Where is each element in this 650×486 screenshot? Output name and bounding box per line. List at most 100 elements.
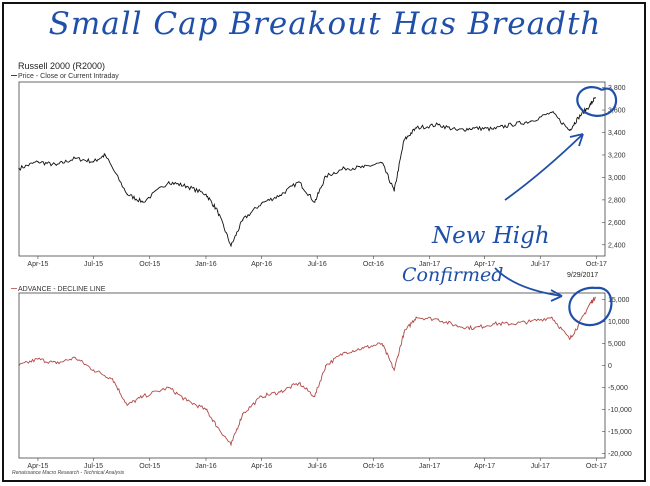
- y-tick-label: -15,000: [608, 429, 632, 436]
- data-point: [205, 193, 207, 195]
- data-point: [473, 127, 475, 129]
- data-point: [205, 409, 207, 411]
- series-line: [18, 97, 596, 248]
- data-point: [55, 362, 57, 364]
- x-tick-label: Jul-15: [84, 261, 103, 268]
- y-tick-label: 0: [608, 363, 612, 370]
- data-point: [186, 400, 188, 402]
- data-point: [569, 129, 571, 131]
- x-tick-label: Oct-15: [139, 463, 160, 470]
- data-point: [217, 210, 219, 212]
- x-tick-label: Apr-15: [27, 463, 48, 470]
- data-point: [261, 202, 263, 204]
- x-tick-label: Apr-15: [27, 261, 48, 268]
- data-point: [363, 347, 365, 349]
- data-point: [551, 111, 553, 113]
- x-tick-label: Oct-17: [586, 261, 607, 268]
- y-tick-label: 3,000: [608, 175, 626, 182]
- data-point: [415, 316, 417, 318]
- x-tick-label: Jul-17: [531, 463, 550, 470]
- bottom-chart-title: ADVANCE - DECLINE LINE: [18, 286, 106, 293]
- y-tick-label: 3,800: [608, 85, 626, 92]
- x-tick-label: Jan-17: [419, 463, 441, 470]
- data-point: [344, 167, 346, 169]
- y-tick-label: -5,000: [608, 385, 628, 392]
- data-point: [492, 128, 494, 130]
- data-point: [415, 127, 417, 129]
- x-tick-label: Jan-16: [195, 463, 217, 470]
- data-point: [510, 124, 513, 126]
- data-point: [344, 351, 346, 353]
- top-high-circle: [576, 86, 618, 117]
- plot-border: [18, 81, 606, 257]
- data-point: [126, 193, 128, 195]
- y-tick-label: 15,000: [608, 297, 630, 304]
- data-point: [594, 296, 596, 298]
- data-point: [314, 395, 316, 397]
- data-point: [325, 365, 327, 367]
- data-point: [437, 318, 439, 320]
- x-tick-label: Oct-15: [139, 261, 160, 268]
- data-point: [242, 219, 244, 221]
- data-point: [168, 387, 170, 389]
- data-point: [529, 321, 532, 323]
- data-point: [18, 365, 20, 367]
- y-tick-label: 5,000: [608, 341, 626, 348]
- source-footnote: Renaissance Macro Research - Technical A…: [12, 470, 125, 476]
- x-tick-label: Apr-16: [251, 261, 272, 268]
- data-point: [381, 162, 383, 164]
- data-point: [230, 444, 232, 446]
- data-point: [111, 378, 114, 380]
- data-point: [126, 404, 128, 406]
- x-tick-label: Apr-17: [474, 463, 495, 470]
- data-point: [437, 124, 439, 126]
- data-point: [381, 343, 383, 345]
- data-point: [589, 303, 591, 305]
- data-point: [456, 129, 458, 131]
- plot-border: [18, 292, 606, 459]
- series-line: [18, 297, 596, 447]
- data-point: [55, 164, 57, 166]
- y-tick-label: 10,000: [608, 319, 630, 326]
- data-point: [473, 327, 475, 329]
- x-tick-label: Jan-16: [195, 261, 217, 268]
- x-tick-label: Apr-17: [474, 261, 495, 268]
- data-point: [393, 190, 395, 192]
- x-tick-label: Oct-17: [586, 463, 607, 470]
- top-chart-title: Russell 2000 (R2000): [18, 61, 106, 71]
- data-point: [325, 175, 327, 177]
- data-point: [393, 369, 395, 371]
- data-point: [217, 426, 219, 428]
- data-point: [230, 245, 232, 247]
- date-label: 9/29/2017: [567, 272, 599, 279]
- y-tick-label: 2,400: [608, 242, 626, 249]
- data-point: [18, 167, 20, 169]
- x-tick-label: Oct-16: [363, 261, 384, 268]
- y-tick-label: -20,000: [608, 451, 632, 458]
- y-tick-label: -10,000: [608, 407, 632, 414]
- data-point: [104, 154, 106, 156]
- data-point: [314, 201, 316, 203]
- new-high-annotation: New High: [432, 223, 550, 249]
- data-point: [261, 395, 263, 397]
- x-tick-label: Jul-15: [84, 463, 103, 470]
- data-point: [492, 323, 494, 325]
- bottom-panel: -20,000 -15,000 -10,000 -5,000 0 5,000 10,000 1…: [11, 288, 632, 470]
- data-point: [74, 157, 76, 159]
- data-point: [551, 316, 553, 318]
- top-panel: 2,400 2,600 2,800 3,000 3,200 3,400 3,600 3,800…: [11, 75, 626, 268]
- x-tick-label: Jul-16: [308, 261, 327, 268]
- y-tick-label: 2,800: [608, 197, 626, 204]
- y-tick-label: 2,600: [608, 220, 626, 227]
- data-point: [403, 139, 405, 141]
- y-tick-label: 3,200: [608, 152, 626, 159]
- ink-annotations: [494, 86, 618, 327]
- data-point: [510, 323, 513, 325]
- data-point: [589, 105, 591, 107]
- data-point: [363, 166, 365, 168]
- data-point: [279, 391, 281, 393]
- data-point: [298, 181, 300, 183]
- y-tick-label: 3,600: [608, 108, 626, 115]
- data-point: [529, 120, 532, 122]
